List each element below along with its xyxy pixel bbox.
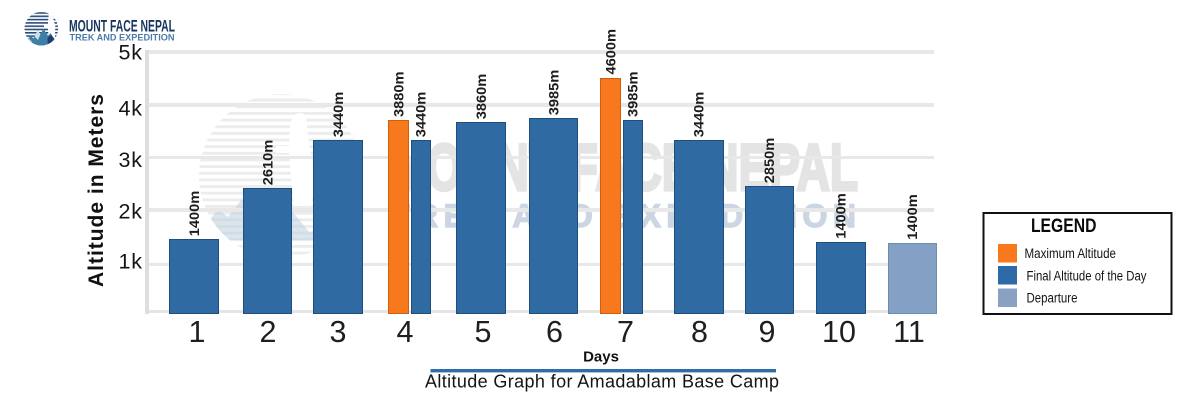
- svg-text:1400m: 1400m: [187, 191, 202, 237]
- svg-text:2850m: 2850m: [762, 138, 777, 184]
- svg-text:5: 5: [475, 315, 492, 349]
- svg-text:3860m: 3860m: [474, 74, 489, 120]
- svg-text:8: 8: [691, 315, 708, 349]
- svg-text:3440m: 3440m: [331, 92, 346, 138]
- svg-text:3880m: 3880m: [392, 72, 407, 118]
- svg-text:Departure: Departure: [1027, 290, 1078, 305]
- svg-text:TREK AND EXPEDITION: TREK AND EXPEDITION: [70, 33, 175, 43]
- svg-text:2610m: 2610m: [261, 140, 276, 186]
- svg-text:4: 4: [397, 315, 414, 349]
- svg-text:1400m: 1400m: [905, 194, 920, 240]
- svg-text:Days: Days: [583, 349, 619, 366]
- svg-text:3985m: 3985m: [626, 72, 641, 118]
- svg-text:3440m: 3440m: [414, 92, 429, 138]
- svg-text:1400m: 1400m: [834, 193, 849, 239]
- svg-text:7: 7: [617, 315, 634, 349]
- svg-text:9: 9: [759, 315, 776, 349]
- svg-text:1k: 1k: [119, 250, 143, 274]
- svg-text:6: 6: [546, 315, 563, 349]
- svg-text:5k: 5k: [119, 41, 143, 65]
- svg-text:2k: 2k: [119, 200, 143, 224]
- svg-text:3k: 3k: [119, 148, 143, 172]
- svg-text:2: 2: [260, 315, 277, 349]
- svg-text:10: 10: [822, 315, 856, 349]
- svg-text:LEGEND: LEGEND: [1031, 216, 1097, 237]
- svg-text:MOUNT FACE NEPAL: MOUNT FACE NEPAL: [69, 18, 175, 36]
- svg-text:3440m: 3440m: [692, 92, 707, 138]
- svg-text:Altitude Graph for Amadablam B: Altitude Graph for Amadablam Base Camp: [425, 371, 779, 391]
- svg-text:3985m: 3985m: [547, 70, 562, 116]
- svg-text:Altitude in Meters: Altitude in Meters: [85, 94, 108, 287]
- svg-text:1: 1: [189, 315, 206, 349]
- svg-text:11: 11: [893, 315, 925, 349]
- svg-text:4k: 4k: [119, 97, 143, 121]
- svg-text:Final Altitude of the Day: Final Altitude of the Day: [1027, 268, 1147, 283]
- svg-text:3: 3: [330, 315, 347, 349]
- svg-text:4600m: 4600m: [604, 29, 619, 74]
- svg-text:Maximum Altitude: Maximum Altitude: [1025, 246, 1117, 261]
